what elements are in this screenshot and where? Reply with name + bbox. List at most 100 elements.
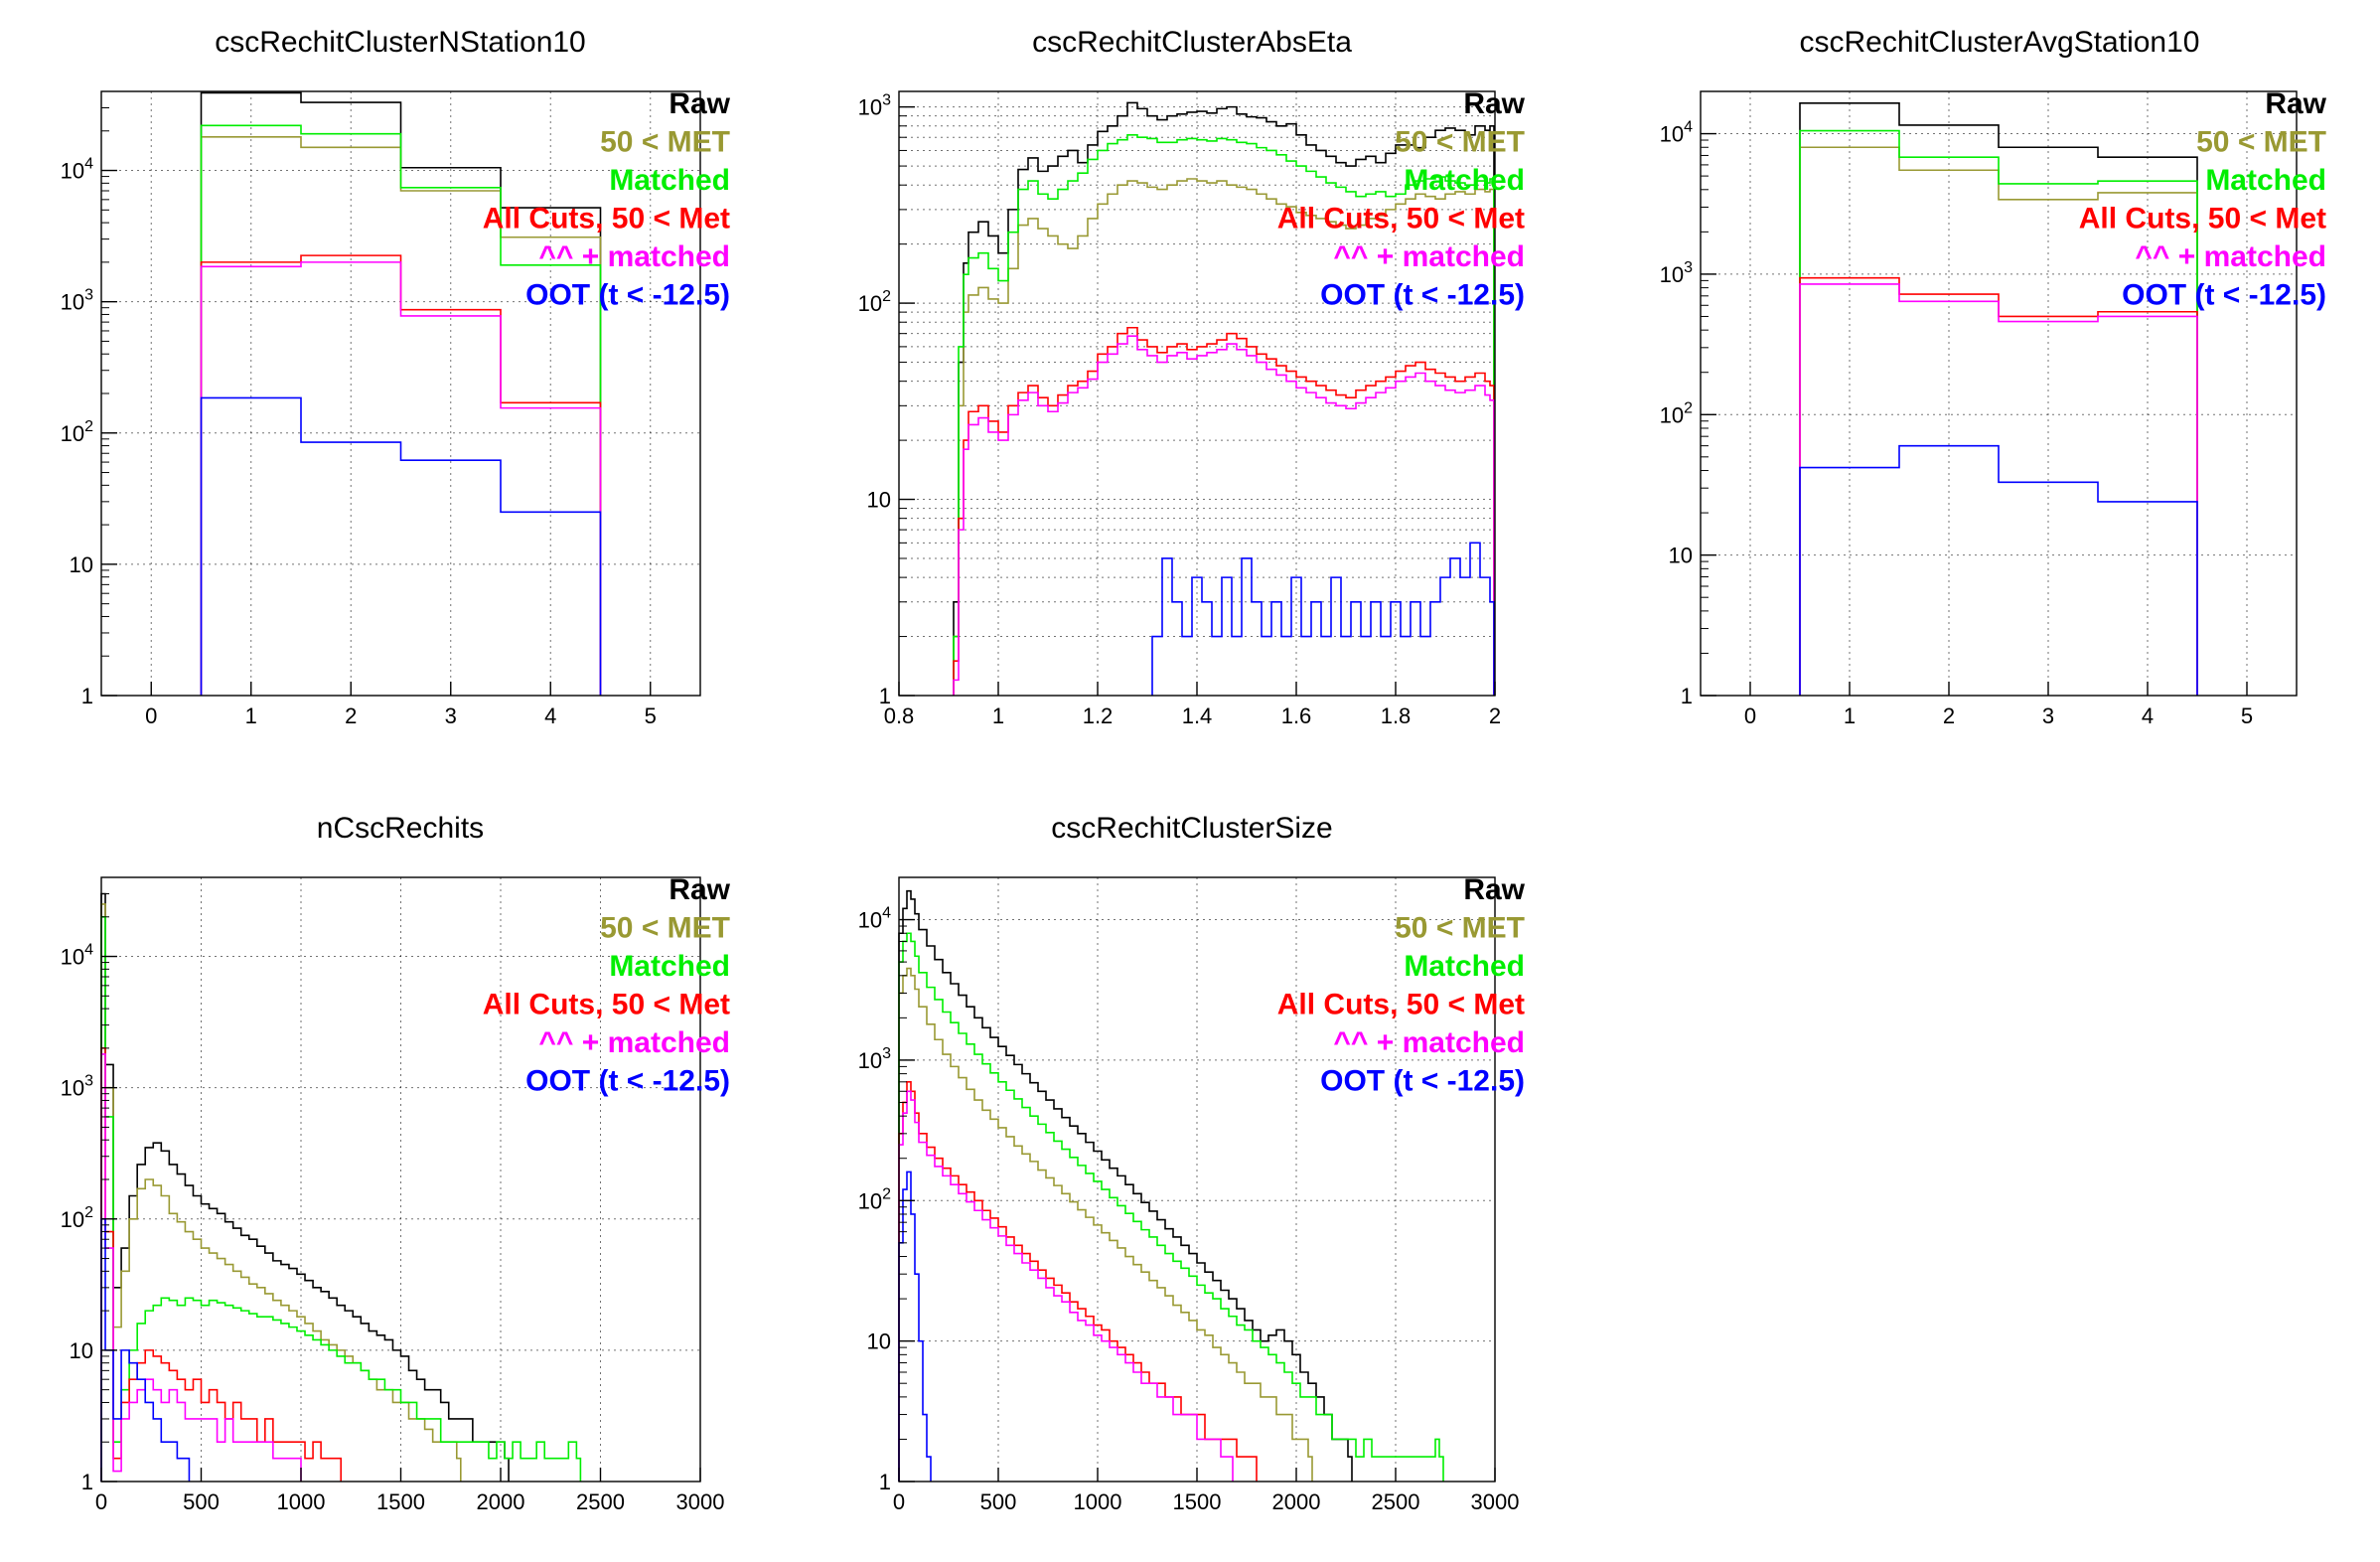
- series-met: [1799, 146, 2198, 696]
- legend-met: 50 < MET: [1395, 912, 1525, 945]
- legend-oot: OOT (t < -12.5): [1320, 279, 1525, 312]
- panel-cscRechitClusterSize: cscRechitClusterSize 0 500 1000 1500 2000 2500…: [858, 812, 1526, 1514]
- panel-cscRechitClusterNStation10: cscRechitClusterNStation10 0 1 2 3 4 5 1 10 102 10…: [61, 26, 731, 728]
- panel-title: cscRechitClusterNStation10: [215, 26, 586, 59]
- legend-allcuts: All Cuts, 50 < Met: [483, 989, 730, 1021]
- series-met: [953, 178, 1495, 696]
- y-tick-label: 103: [858, 92, 891, 120]
- series-raw: [1799, 102, 2198, 696]
- series-matched: [200, 124, 602, 696]
- series-oot: [1151, 542, 1495, 696]
- x-tick-label: 1.2: [1083, 703, 1114, 728]
- x-tick-label: 2000: [1272, 1489, 1321, 1514]
- x-tick-label: 1: [1844, 703, 1856, 728]
- series-oot: [200, 396, 602, 696]
- y-tick-label: 102: [61, 1204, 93, 1232]
- series-matched: [898, 932, 1444, 1482]
- y-tick-label: 102: [858, 1185, 891, 1213]
- legend-allcuts: All Cuts, 50 < Met: [483, 203, 730, 235]
- x-tick-label: 1.8: [1381, 703, 1412, 728]
- series-allcuts: [100, 1047, 342, 1482]
- y-tick-label: 10: [867, 488, 891, 513]
- panel-nCscRechits: nCscRechits 0 500 1000 1500 2000 2500 3000 1 10 10…: [61, 812, 731, 1514]
- panel-title: cscRechitClusterAbsEta: [1032, 26, 1352, 59]
- panel-title: cscRechitClusterAvgStation10: [1800, 26, 2200, 59]
- series-allcuts: [953, 326, 1495, 696]
- legend-matched: Matched: [2205, 164, 2326, 197]
- y-tick-label: 10: [867, 1329, 891, 1354]
- panel-title: nCscRechits: [317, 812, 484, 845]
- x-tick-label: 0: [145, 703, 157, 728]
- y-tick-label: 103: [61, 1073, 93, 1101]
- y-tick-label: 1: [81, 684, 93, 708]
- x-tick-label: 2000: [477, 1489, 525, 1514]
- legend-raw: Raw: [669, 873, 730, 906]
- x-tick-label: 1000: [277, 1489, 326, 1514]
- x-tick-label: 1000: [1074, 1489, 1122, 1514]
- x-tick-label: 3: [445, 703, 457, 728]
- legend-met: 50 < MET: [600, 912, 730, 945]
- y-tick-label: 1: [879, 684, 891, 708]
- y-tick-label: 1: [879, 1470, 891, 1494]
- x-tick-label: 1: [245, 703, 257, 728]
- series-raw: [953, 101, 1495, 696]
- series-matched: [1799, 129, 2198, 696]
- x-tick-label: 2: [1489, 703, 1501, 728]
- legend-raw: Raw: [2265, 87, 2326, 120]
- panel-cscRechitClusterAvgStation10: cscRechitClusterAvgStation10 0 1 2 3 4 5 1 10 102…: [1660, 26, 2327, 728]
- y-tick-label: 104: [61, 156, 93, 184]
- series-raw: [898, 889, 1353, 1482]
- x-tick-label: 1: [992, 703, 1004, 728]
- y-tick-label: 103: [61, 287, 93, 315]
- y-tick-label: 103: [1660, 259, 1693, 287]
- x-tick-label: 2: [345, 703, 357, 728]
- x-tick-label: 2500: [1372, 1489, 1420, 1514]
- series-raw: [100, 892, 510, 1482]
- series-allcuts_matched: [1799, 283, 2198, 696]
- plot-frame: [1700, 90, 2298, 697]
- legend-met: 50 < MET: [2196, 126, 2326, 159]
- x-tick-label: 500: [980, 1489, 1017, 1514]
- series-allcuts_matched: [200, 261, 602, 696]
- y-tick-label: 103: [858, 1045, 891, 1073]
- series-oot: [898, 1171, 932, 1482]
- y-tick-label: 10: [70, 552, 93, 577]
- x-tick-label: 3: [2042, 703, 2054, 728]
- legend-oot: OOT (t < -12.5): [2122, 279, 2326, 312]
- legend-allcuts_matched: ^^ + matched: [2135, 240, 2326, 273]
- y-tick-label: 102: [61, 418, 93, 446]
- x-tick-label: 1500: [1173, 1489, 1222, 1514]
- y-tick-label: 1: [81, 1470, 93, 1494]
- legend-allcuts: All Cuts, 50 < Met: [1277, 203, 1525, 235]
- y-tick-label: 104: [1660, 119, 1693, 147]
- y-tick-label: 1: [1681, 684, 1693, 708]
- y-tick-label: 10: [1669, 544, 1693, 568]
- series-oot: [1799, 444, 2198, 696]
- series-matched: [953, 134, 1495, 696]
- legend-met: 50 < MET: [600, 126, 730, 159]
- x-tick-label: 4: [544, 703, 556, 728]
- x-tick-label: 500: [183, 1489, 220, 1514]
- legend-oot: OOT (t < -12.5): [1320, 1065, 1525, 1098]
- y-tick-label: 10: [70, 1338, 93, 1363]
- legend-raw: Raw: [1463, 873, 1525, 906]
- legend-oot: OOT (t < -12.5): [525, 1065, 730, 1098]
- legend-met: 50 < MET: [1395, 126, 1525, 159]
- x-tick-label: 5: [2241, 703, 2253, 728]
- y-tick-label: 104: [61, 942, 93, 970]
- x-tick-label: 0: [95, 1489, 107, 1514]
- legend-allcuts: All Cuts, 50 < Met: [1277, 989, 1525, 1021]
- x-tick-label: 1.4: [1182, 703, 1213, 728]
- x-tick-label: 5: [645, 703, 657, 728]
- legend-allcuts_matched: ^^ + matched: [1333, 240, 1525, 273]
- x-tick-label: 1.6: [1281, 703, 1312, 728]
- x-tick-label: 0.8: [884, 703, 915, 728]
- series-allcuts_matched: [898, 1090, 1234, 1482]
- legend-allcuts_matched: ^^ + matched: [538, 240, 730, 273]
- x-tick-label: 2: [1943, 703, 1955, 728]
- legend-allcuts_matched: ^^ + matched: [538, 1026, 730, 1059]
- y-tick-label: 102: [858, 288, 891, 316]
- x-tick-label: 3000: [676, 1489, 725, 1514]
